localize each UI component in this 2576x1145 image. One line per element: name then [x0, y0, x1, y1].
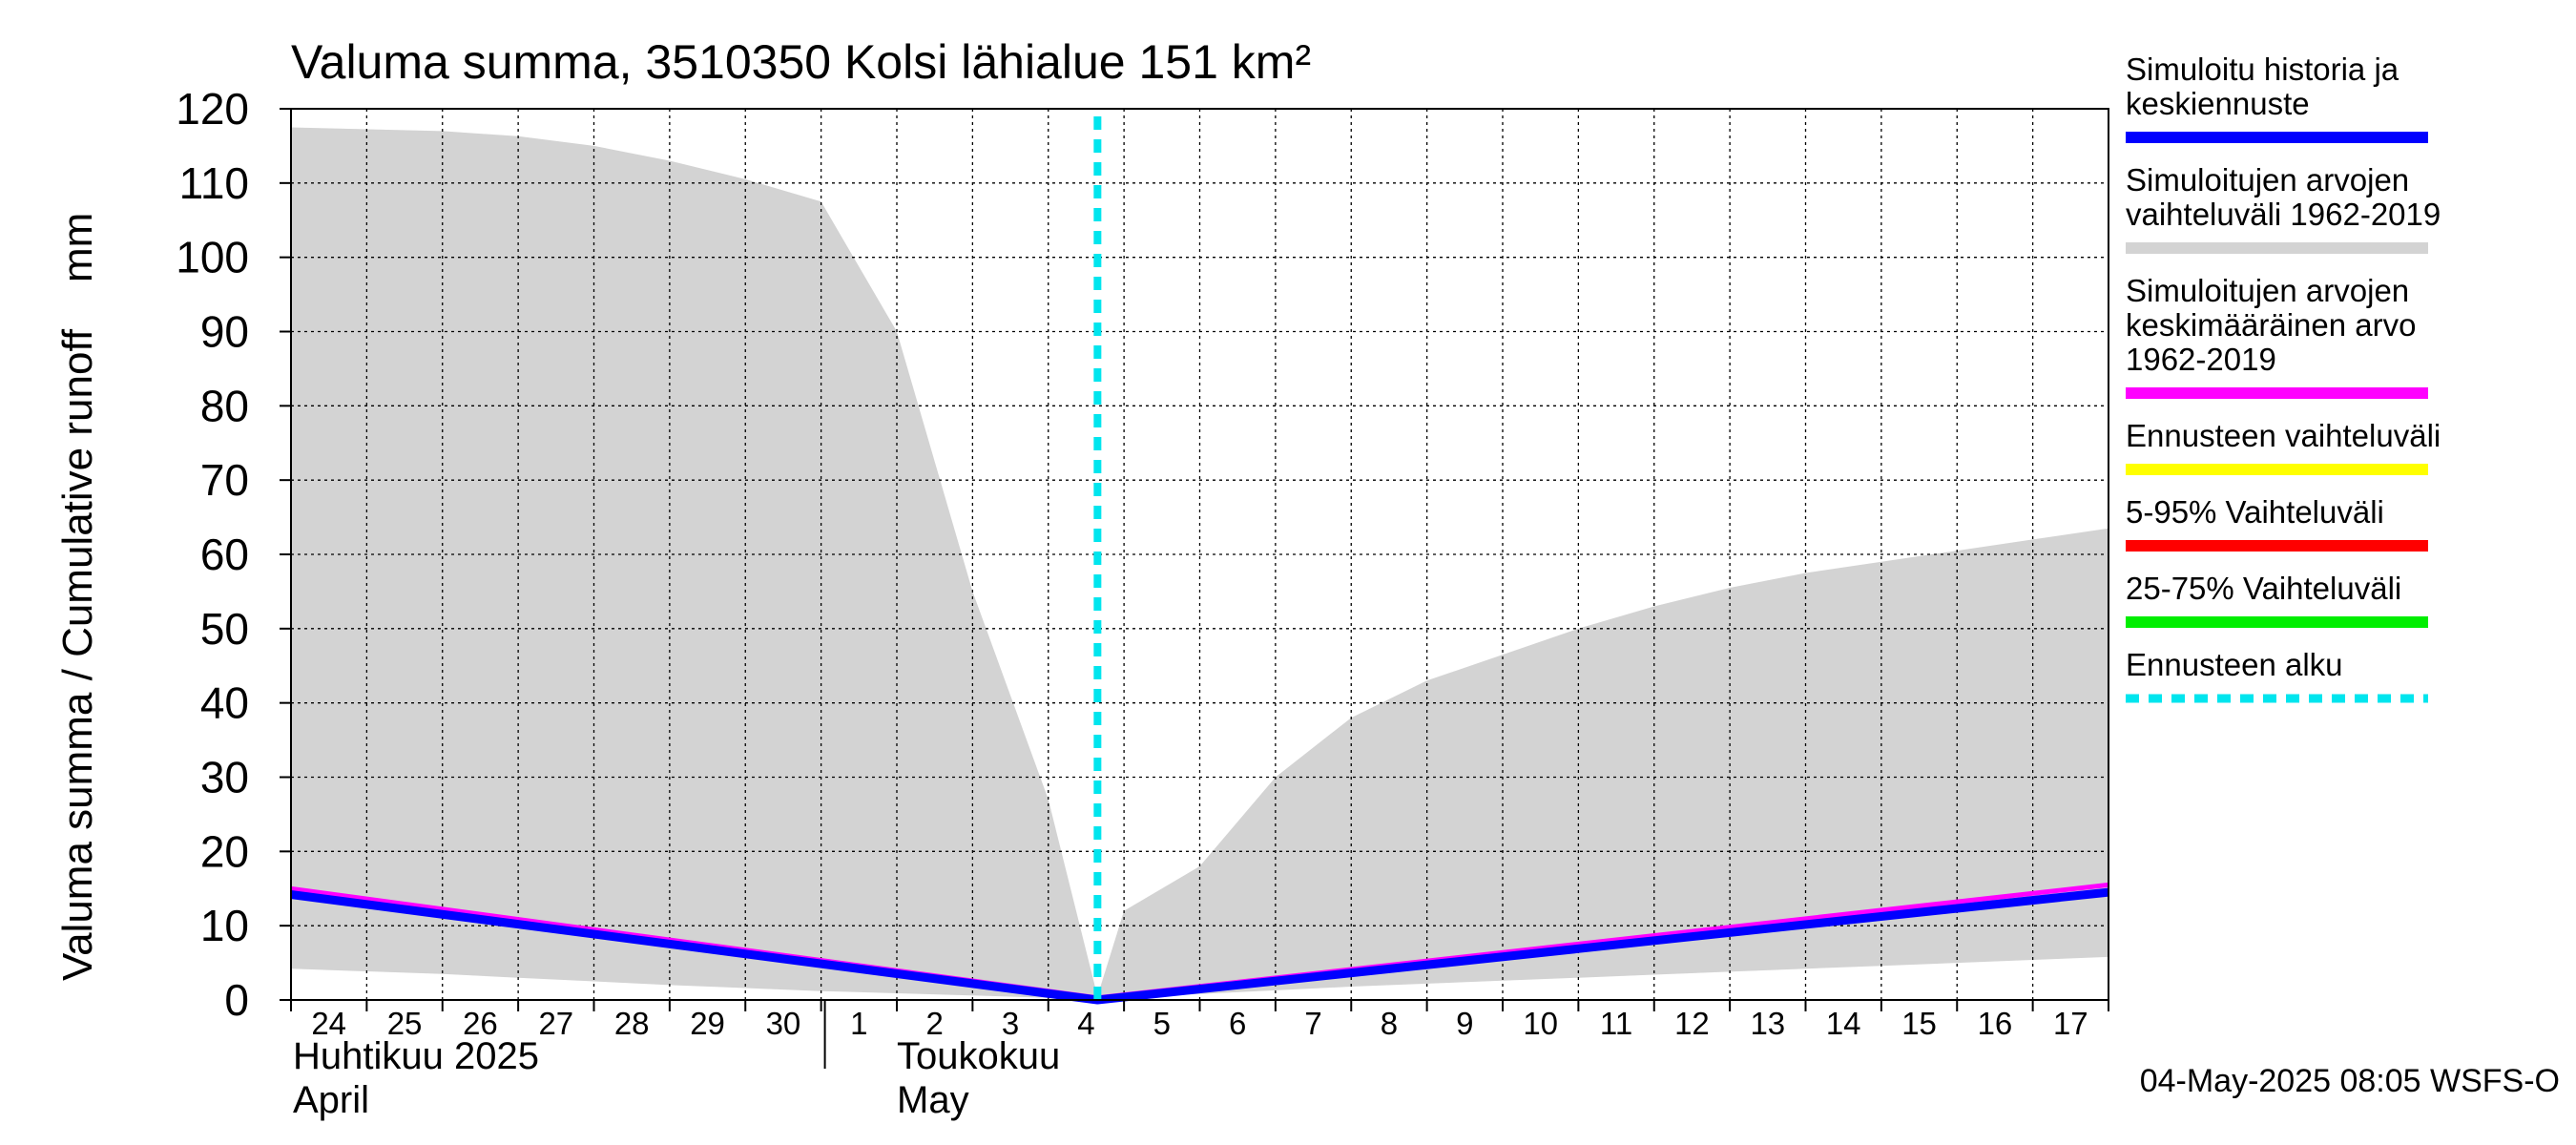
range-band — [291, 127, 2109, 1000]
chart-title: Valuma summa, 3510350 Kolsi lähialue 151… — [291, 35, 1311, 89]
legend-label: Ennusteen alku — [2126, 647, 2343, 682]
legend-label: Simuloitu historia ja — [2126, 52, 2399, 87]
x-tick-label: 25 — [387, 1006, 423, 1041]
x-tick-label: 1 — [850, 1006, 867, 1041]
x-tick-label: 24 — [311, 1006, 346, 1041]
y-tick-label: 100 — [176, 233, 249, 282]
x-tick-label: 11 — [1600, 1006, 1632, 1041]
x-tick-label: 29 — [690, 1006, 725, 1041]
month-label-fi: Toukokuu — [897, 1035, 1060, 1077]
x-tick-label: 13 — [1750, 1006, 1785, 1041]
x-tick-label: 12 — [1674, 1006, 1710, 1041]
x-tick-label: 16 — [1978, 1006, 2013, 1041]
x-tick-label: 15 — [1901, 1006, 1937, 1041]
y-tick-label: 30 — [200, 753, 249, 802]
x-tick-label: 17 — [2053, 1006, 2088, 1041]
legend-label: Simuloitujen arvojen — [2126, 162, 2409, 198]
y-tick-label: 50 — [200, 604, 249, 654]
range-band-layer — [291, 127, 2109, 1000]
x-tick-label: 5 — [1153, 1006, 1171, 1041]
x-tick-label: 26 — [463, 1006, 498, 1041]
legend-label: keskiennuste — [2126, 86, 2310, 121]
legend-label: Simuloitujen arvojen — [2126, 273, 2409, 308]
y-tick-label: 60 — [200, 530, 249, 579]
legend-label: 5-95% Vaihteluväli — [2126, 494, 2384, 530]
legend-label: keskimääräinen arvo — [2126, 307, 2416, 343]
x-tick-label: 8 — [1381, 1006, 1398, 1041]
x-tick-label: 2 — [926, 1006, 944, 1041]
y-tick-label: 80 — [200, 381, 249, 430]
grid-layer — [291, 108, 2109, 1000]
x-tick-label: 7 — [1304, 1006, 1321, 1041]
y-tick-label: 40 — [200, 678, 249, 728]
x-tick-label: 6 — [1229, 1006, 1246, 1041]
y-tick-label: 10 — [200, 901, 249, 950]
y-tick-label: 90 — [200, 307, 249, 357]
timestamp: 04-May-2025 08:05 WSFS-O — [2140, 1063, 2560, 1099]
x-tick-label: 30 — [766, 1006, 801, 1041]
month-label-en: April — [293, 1079, 369, 1121]
month-label-fi: Huhtikuu 2025 — [293, 1035, 539, 1077]
y-tick-label: 20 — [200, 826, 249, 876]
x-tick-label: 27 — [538, 1006, 573, 1041]
y-tick-label: 0 — [224, 975, 249, 1025]
legend-label: 1962-2019 — [2126, 342, 2276, 377]
x-tick-label: 10 — [1523, 1006, 1558, 1041]
x-tick-label: 28 — [614, 1006, 650, 1041]
y-tick-label: 70 — [200, 455, 249, 505]
legend-label: Ennusteen vaihteluväli — [2126, 418, 2441, 453]
y-tick-label: 120 — [176, 84, 249, 134]
y-tick-label: 110 — [179, 158, 249, 208]
x-tick-label: 4 — [1077, 1006, 1094, 1041]
x-tick-label: 14 — [1826, 1006, 1861, 1041]
legend-label: vaihteluväli 1962-2019 — [2126, 197, 2441, 232]
legend-label: 25-75% Vaihteluväli — [2126, 571, 2401, 606]
x-tick-label: 3 — [1002, 1006, 1019, 1041]
y-axis-label: Valuma summa / Cumulative runoff mm — [54, 213, 101, 981]
month-label-en: May — [897, 1079, 969, 1121]
x-tick-label: 9 — [1456, 1006, 1473, 1041]
